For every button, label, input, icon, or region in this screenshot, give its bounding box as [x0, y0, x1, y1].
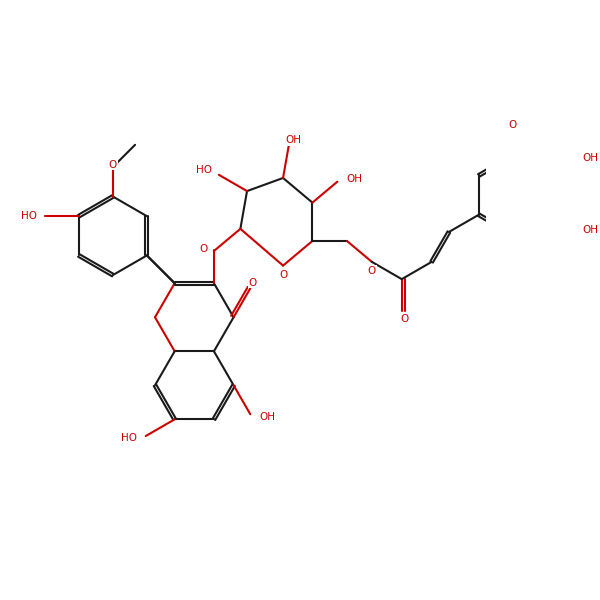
Text: OH: OH — [346, 174, 362, 184]
Text: O: O — [199, 244, 208, 254]
Text: OH: OH — [582, 153, 598, 163]
Text: O: O — [248, 278, 257, 287]
Text: HO: HO — [196, 165, 212, 175]
Text: OH: OH — [582, 225, 598, 235]
Text: HO: HO — [121, 433, 137, 443]
Text: O: O — [509, 119, 517, 130]
Text: O: O — [279, 270, 287, 280]
Text: OH: OH — [286, 135, 301, 145]
Text: OH: OH — [259, 412, 275, 422]
Text: O: O — [400, 314, 408, 324]
Text: HO: HO — [21, 211, 37, 221]
Text: O: O — [368, 266, 376, 275]
Text: O: O — [109, 160, 117, 170]
